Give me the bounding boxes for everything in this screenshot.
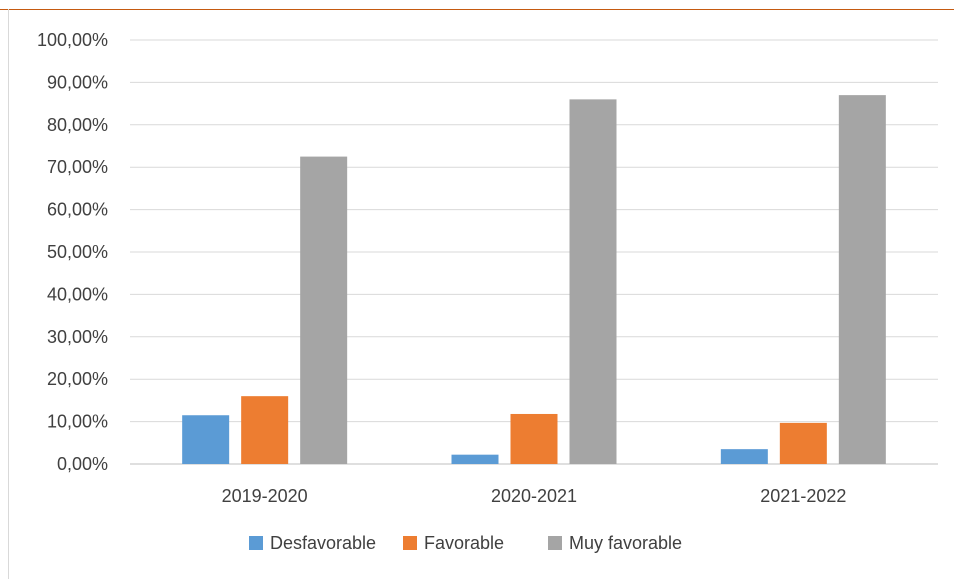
bar-muy-favorable-2019-2020 (300, 156, 348, 464)
y-axis-tick-labels: 0,00% 10,00% 20,00% 30,00% 40,00% 50,00% 60,00… (37, 30, 108, 474)
y-tick-label: 10,00% (47, 412, 108, 432)
bar-favorable-2020-2021 (510, 413, 558, 464)
top-border (0, 9, 954, 10)
y-tick-label: 70,00% (47, 157, 108, 177)
legend: Desfavorable Favorable Muy favorable (249, 533, 682, 553)
legend-label: Muy favorable (569, 533, 682, 553)
bar-favorable-2019-2020 (241, 396, 289, 464)
y-tick-label: 50,00% (47, 242, 108, 262)
y-tick-label: 20,00% (47, 369, 108, 389)
y-tick-label: 60,00% (47, 200, 108, 220)
bar-desfavorable-2021-2022 (720, 449, 768, 464)
legend-swatch-favorable (403, 536, 417, 550)
bars (182, 95, 886, 465)
x-tick-label: 2020-2021 (491, 486, 577, 506)
bar-muy-favorable-2021-2022 (838, 95, 886, 465)
bar-desfavorable-2020-2021 (451, 454, 499, 464)
left-border (8, 9, 9, 579)
x-tick-label: 2021-2022 (760, 486, 846, 506)
legend-label: Favorable (424, 533, 504, 553)
y-tick-label: 100,00% (37, 30, 108, 50)
x-axis-tick-labels: 2019-2020 2020-2021 2021-2022 (222, 486, 847, 506)
y-tick-label: 40,00% (47, 284, 108, 304)
legend-swatch-desfavorable (249, 536, 263, 550)
bar-muy-favorable-2020-2021 (569, 99, 617, 465)
bar-favorable-2021-2022 (779, 422, 827, 464)
y-tick-label: 90,00% (47, 72, 108, 92)
x-tick-label: 2019-2020 (222, 486, 308, 506)
y-tick-label: 80,00% (47, 115, 108, 135)
legend-label: Desfavorable (270, 533, 376, 553)
y-tick-label: 0,00% (57, 454, 108, 474)
bar-desfavorable-2019-2020 (182, 415, 230, 464)
legend-swatch-muy-favorable (548, 536, 562, 550)
y-tick-label: 30,00% (47, 327, 108, 347)
